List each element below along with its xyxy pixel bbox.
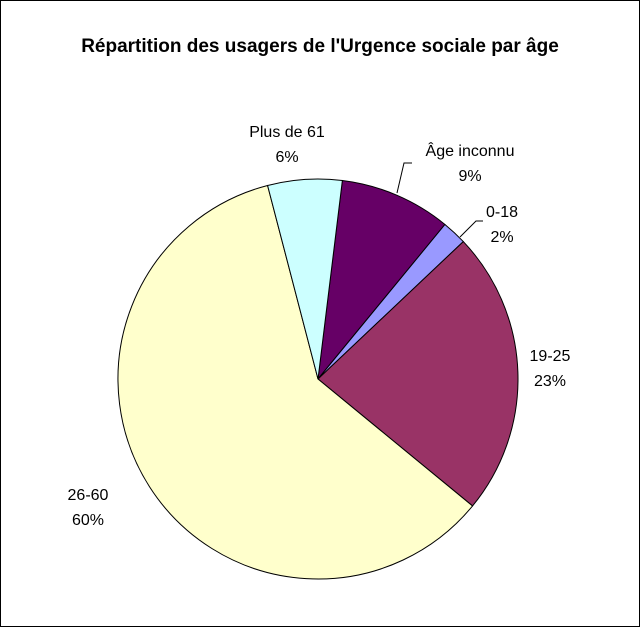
pie-slice — [317, 179, 446, 381]
pie-slice — [266, 178, 343, 380]
slice-label: Âge inconnu — [426, 141, 515, 160]
slice-label: 26-60 — [68, 487, 109, 504]
pie-slice — [117, 184, 474, 580]
slice-value-label: 2% — [490, 229, 513, 246]
slice-label: Plus de 61 — [249, 124, 325, 141]
leader-line — [459, 220, 483, 238]
pie-slice — [317, 240, 519, 507]
slice-value-label: 6% — [275, 149, 298, 166]
leader-line — [396, 162, 412, 194]
slice-value-label: 60% — [72, 512, 104, 529]
slice-value-label: 9% — [458, 168, 481, 185]
chart-title: Répartition des usagers de l'Urgence soc… — [81, 36, 559, 57]
slice-label: 19-25 — [530, 348, 571, 365]
slice-value-label: 23% — [534, 373, 566, 390]
slice-label: 0-18 — [486, 204, 518, 221]
